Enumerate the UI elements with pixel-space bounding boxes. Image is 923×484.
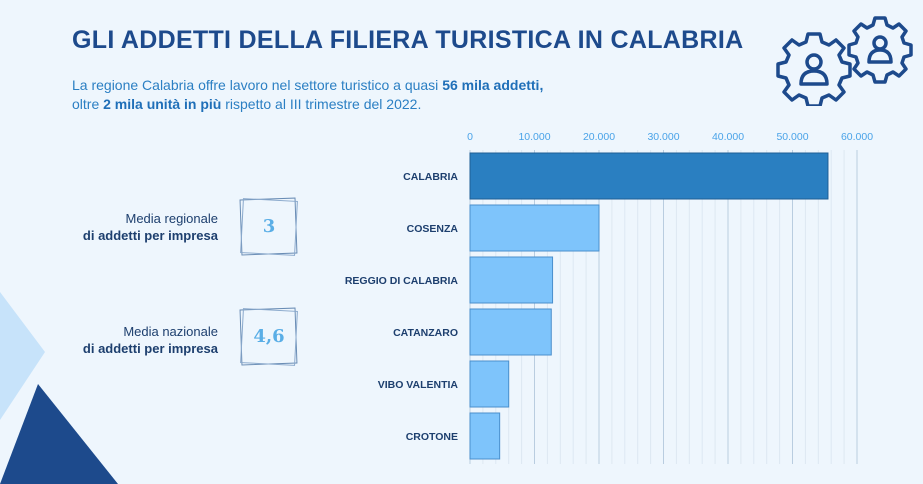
bar bbox=[469, 360, 510, 408]
x-tick-label: 30.000 bbox=[647, 131, 679, 143]
national-average-box: 4,6 bbox=[238, 306, 300, 366]
subtitle: La regione Calabria offre lavoro nel set… bbox=[72, 77, 544, 112]
bar bbox=[469, 308, 552, 356]
bar bbox=[469, 412, 501, 460]
gear-person-icon bbox=[776, 16, 913, 106]
x-tick-label: 0 bbox=[467, 131, 473, 143]
page-title: GLI ADDETTI DELLA FILIERA TURISTICA IN C… bbox=[72, 26, 744, 54]
national-average-label: Media nazionale di addetti per impresa bbox=[82, 324, 218, 356]
bar bbox=[469, 204, 600, 252]
regional-average-box: 3 bbox=[238, 196, 300, 256]
bar bbox=[469, 152, 829, 200]
bar bbox=[469, 256, 554, 304]
x-tick-label: 60.000 bbox=[841, 131, 873, 143]
category-label: CROTONE bbox=[406, 431, 458, 443]
national-average-value: 4,6 bbox=[253, 325, 285, 347]
category-label: COSENZA bbox=[407, 223, 459, 235]
x-tick-label: 50.000 bbox=[776, 131, 808, 143]
x-tick-label: 10.000 bbox=[518, 131, 550, 143]
regional-average-value: 3 bbox=[262, 215, 276, 237]
x-tick-label: 40.000 bbox=[712, 131, 744, 143]
category-label: REGGIO DI CALABRIA bbox=[345, 275, 459, 287]
category-label: VIBO VALENTIA bbox=[378, 379, 459, 391]
category-label: CATANZARO bbox=[393, 327, 458, 339]
category-label: CALABRIA bbox=[403, 171, 458, 183]
regional-average-label: Media regionale di addetti per impresa bbox=[82, 211, 218, 243]
x-tick-label: 20.000 bbox=[583, 131, 615, 143]
